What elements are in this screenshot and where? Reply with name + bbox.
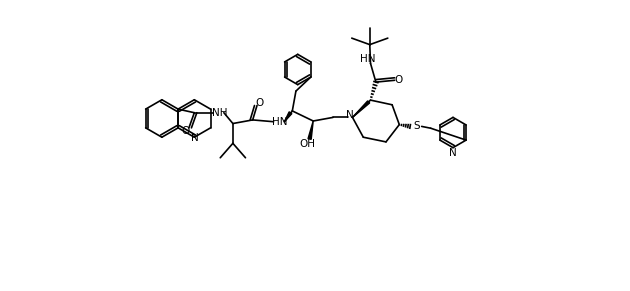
Text: O: O bbox=[395, 75, 403, 85]
Text: O: O bbox=[181, 127, 190, 136]
Text: S: S bbox=[413, 121, 420, 132]
Polygon shape bbox=[352, 101, 370, 117]
Text: NH: NH bbox=[212, 108, 227, 118]
Text: OH: OH bbox=[300, 139, 316, 149]
Polygon shape bbox=[284, 112, 292, 122]
Text: N: N bbox=[191, 133, 199, 143]
Text: HN: HN bbox=[272, 117, 288, 127]
Polygon shape bbox=[308, 121, 313, 139]
Text: N: N bbox=[449, 148, 457, 158]
Text: N: N bbox=[346, 109, 354, 120]
Text: HN: HN bbox=[360, 54, 375, 64]
Text: O: O bbox=[255, 97, 263, 108]
